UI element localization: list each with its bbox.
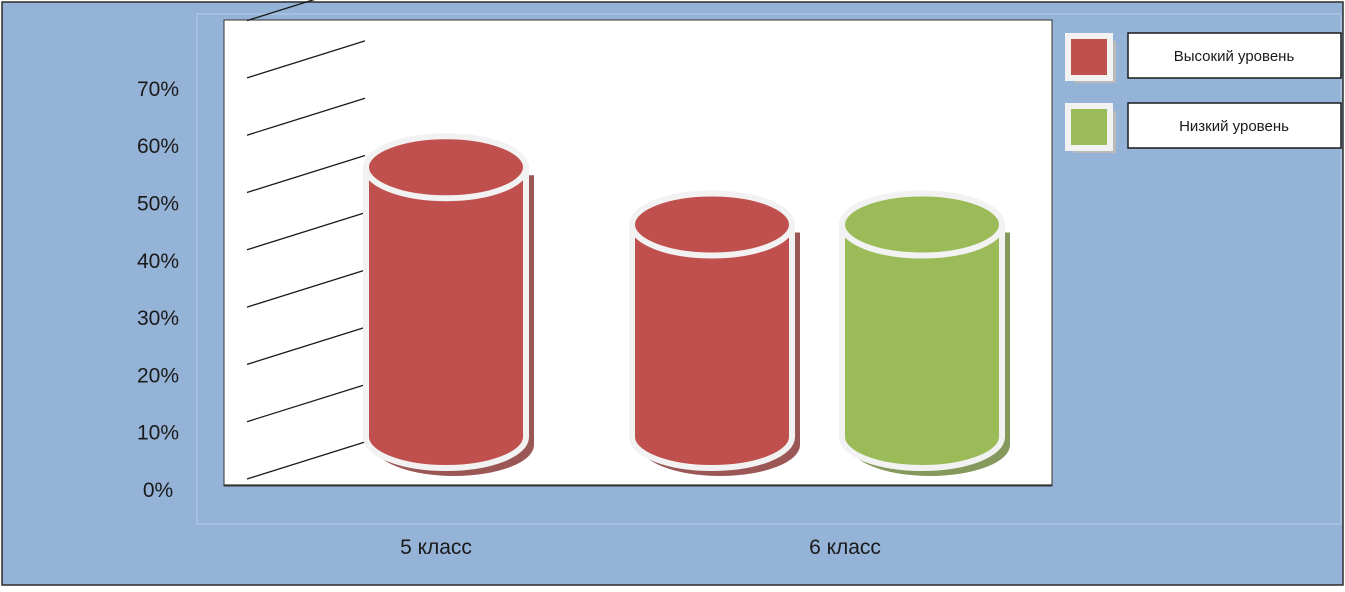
- legend-item: Низкий уровень: [1065, 102, 1342, 153]
- y-tick-label: 40%: [137, 250, 179, 273]
- depth-gridline: [246, 154, 366, 194]
- y-tick-label: 10%: [137, 422, 179, 445]
- depth-gridline: [246, 97, 366, 136]
- depth-gridline: [246, 384, 366, 423]
- bar-top: [839, 190, 1005, 259]
- legend-label: Низкий уровень: [1179, 118, 1289, 135]
- bar-high-6: [629, 190, 800, 476]
- legend-label-box: [1127, 32, 1342, 79]
- x-axis: 5 класс 6 класс: [400, 536, 881, 559]
- legend-swatch: [1065, 103, 1113, 151]
- x-tick-label: 6 класс: [809, 536, 881, 559]
- depth-gridline: [246, 269, 366, 308]
- bars: [363, 133, 1010, 476]
- y-tick-label: 30%: [137, 307, 179, 330]
- depth-gridline: [246, 441, 366, 480]
- legend-label-box: [1127, 102, 1342, 149]
- depth-gridlines: [246, 0, 366, 480]
- bar-body: [629, 221, 795, 471]
- y-tick-label: 60%: [137, 135, 179, 158]
- y-axis: 0% 10% 20% 30% 40% 50% 60% 70%: [137, 78, 179, 502]
- bar-body: [363, 164, 529, 471]
- legend-swatch: [1065, 33, 1113, 81]
- legend-item: Высокий уровень: [1065, 32, 1342, 83]
- bar-top: [629, 190, 795, 259]
- depth-gridline: [246, 0, 315, 22]
- y-tick-label: 20%: [137, 364, 179, 387]
- chart-inner-border: [196, 13, 1342, 525]
- bar-top: [363, 133, 529, 202]
- bar-high-5: [363, 133, 534, 476]
- depth-gridline: [246, 212, 366, 251]
- y-tick-label: 50%: [137, 193, 179, 216]
- x-tick-label: 5 класс: [400, 536, 472, 559]
- bar-low-6: [839, 190, 1010, 476]
- legend: Высокий уровень Низкий уровень: [1065, 32, 1342, 153]
- y-tick-label: 0%: [143, 479, 173, 502]
- y-tick-label: 70%: [137, 78, 179, 101]
- depth-gridline: [246, 326, 366, 366]
- bar-body: [839, 221, 1005, 471]
- depth-gridline: [246, 40, 366, 79]
- legend-label: Высокий уровень: [1174, 48, 1295, 65]
